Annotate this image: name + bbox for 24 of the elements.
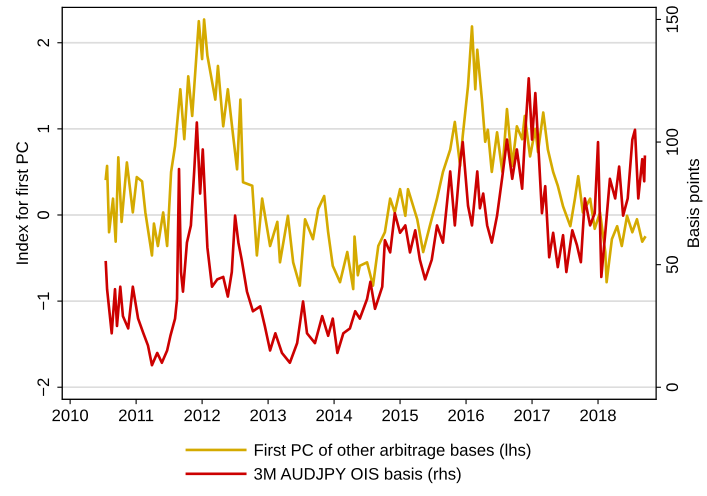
line-series xyxy=(104,18,646,290)
x-tick-label: 2010 xyxy=(52,409,88,422)
y-tick-label: −1 xyxy=(38,292,50,310)
x-tick-label: 2018 xyxy=(580,409,616,422)
x-tick-label: 2011 xyxy=(119,409,154,422)
y2-tick-label: 150 xyxy=(666,6,678,32)
x-tick-label: 2013 xyxy=(250,409,286,422)
y2-tick-label: 100 xyxy=(666,128,678,155)
x-tick-label: 2014 xyxy=(316,409,352,422)
line-series xyxy=(104,76,646,367)
x-tick-label: 2012 xyxy=(184,409,220,422)
y-tick-label: −2 xyxy=(37,378,50,396)
y-tick-label: 2 xyxy=(37,38,50,47)
y-tick-label: 0 xyxy=(37,211,50,219)
y2-tick-label: 0 xyxy=(666,383,678,392)
x-tick-label: 2015 xyxy=(382,409,418,422)
y2-tick-label: 50 xyxy=(666,256,678,274)
y-axis-title: Index for first PC xyxy=(16,142,28,264)
x-tick-label: 2017 xyxy=(514,409,550,422)
y2-axis-title: Basis points xyxy=(686,159,702,247)
legend-label: First PC of other arbitrage bases (lhs) xyxy=(254,444,530,460)
y-tick-label: 1 xyxy=(38,125,50,132)
x-tick-label: 2016 xyxy=(448,409,484,422)
legend-label: 3M AUDJPY OIS basis (rhs) xyxy=(254,468,461,484)
